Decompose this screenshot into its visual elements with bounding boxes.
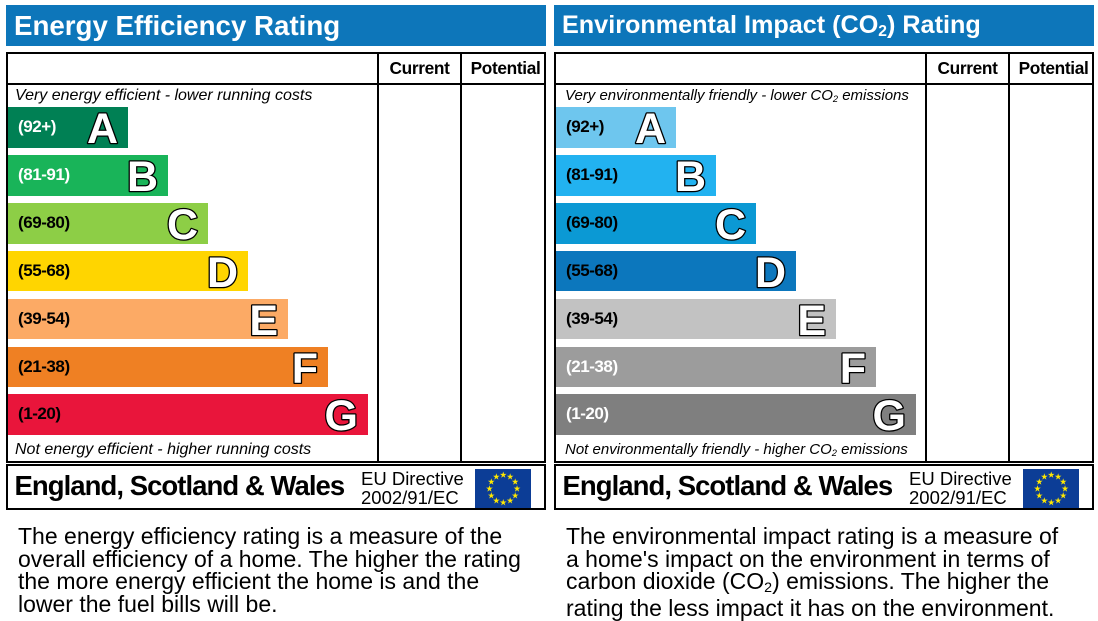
svg-text:B: B: [675, 155, 706, 196]
svg-text:G: G: [325, 394, 358, 435]
svg-text:G: G: [873, 394, 906, 435]
svg-text:D: D: [755, 251, 786, 292]
svg-text:F: F: [292, 347, 318, 388]
svg-text:B: B: [127, 155, 158, 196]
svg-text:A: A: [87, 107, 118, 148]
svg-text:E: E: [249, 299, 278, 340]
svg-text:F: F: [840, 347, 866, 388]
svg-text:A: A: [635, 107, 666, 148]
svg-text:E: E: [797, 299, 826, 340]
svg-text:C: C: [715, 203, 746, 244]
svg-text:C: C: [167, 203, 198, 244]
svg-text:D: D: [207, 251, 238, 292]
